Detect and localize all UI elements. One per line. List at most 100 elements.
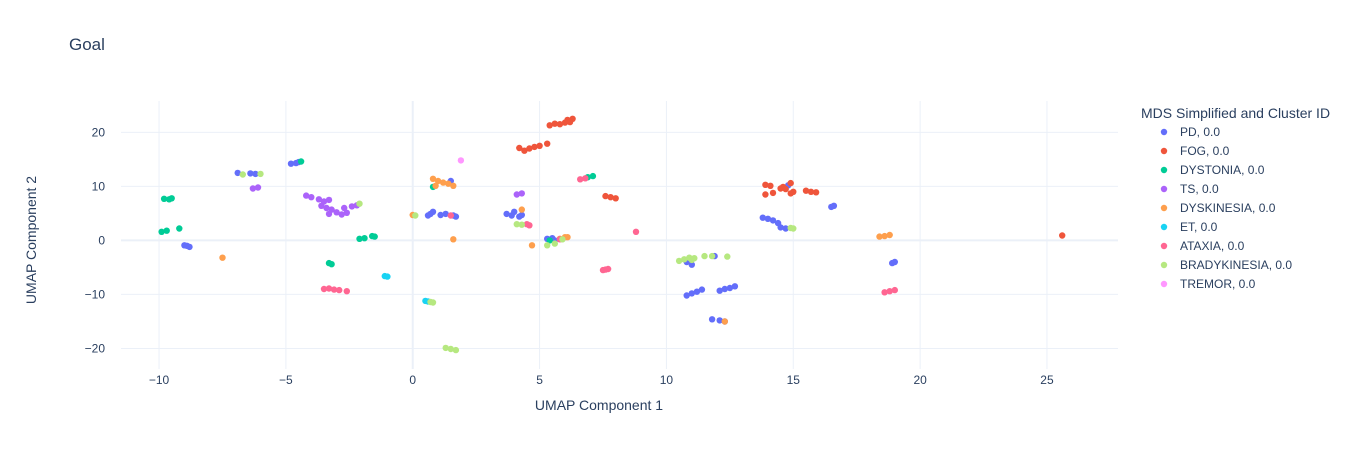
data-point bbox=[315, 196, 323, 203]
legend-label: FOG, 0.0 bbox=[1180, 144, 1230, 158]
data-point bbox=[782, 185, 789, 193]
x-tick-label: 20 bbox=[913, 373, 927, 387]
data-point bbox=[239, 171, 246, 178]
data-point bbox=[528, 242, 536, 249]
series-ataxia bbox=[320, 175, 898, 296]
legend-item[interactable]: ATAXIA, 0.0 bbox=[1160, 239, 1245, 253]
data-point bbox=[513, 191, 520, 198]
series-et bbox=[381, 272, 432, 305]
data-point bbox=[632, 228, 640, 235]
data-point bbox=[341, 204, 348, 212]
x-tick-label: −10 bbox=[149, 373, 170, 387]
data-point bbox=[371, 233, 378, 240]
data-point bbox=[503, 210, 510, 218]
legend-marker bbox=[1160, 185, 1168, 193]
x-tick-label: −5 bbox=[279, 373, 293, 387]
y-axis-title: UMAP Component 2 bbox=[23, 176, 39, 304]
data-point bbox=[384, 273, 391, 280]
data-point bbox=[767, 182, 774, 189]
legend-item[interactable]: DYSKINESIA, 0.0 bbox=[1160, 201, 1276, 215]
chart-title: Goal bbox=[69, 35, 105, 54]
legend-marker bbox=[1160, 280, 1168, 288]
legend-label: BRADYKINESIA, 0.0 bbox=[1180, 258, 1292, 272]
y-tick-label: −20 bbox=[85, 341, 106, 355]
data-point bbox=[726, 284, 734, 292]
data-point bbox=[437, 211, 444, 219]
data-point bbox=[688, 290, 695, 297]
data-point bbox=[544, 242, 551, 249]
data-point bbox=[721, 318, 728, 325]
data-point bbox=[691, 255, 698, 262]
data-point bbox=[356, 235, 363, 242]
x-tick-label: 10 bbox=[660, 373, 674, 387]
data-point bbox=[787, 179, 794, 187]
data-point bbox=[452, 213, 460, 220]
legend-label: ET, 0.0 bbox=[1180, 220, 1218, 234]
data-point bbox=[457, 157, 465, 164]
data-point bbox=[777, 224, 784, 231]
data-point bbox=[807, 188, 815, 195]
y-tick-label: 10 bbox=[92, 179, 106, 193]
data-point bbox=[891, 286, 898, 294]
data-point bbox=[450, 182, 457, 189]
data-point bbox=[247, 170, 254, 177]
data-point bbox=[675, 257, 683, 265]
x-tick-label: 15 bbox=[787, 373, 801, 387]
data-point bbox=[602, 192, 609, 200]
data-point bbox=[452, 346, 460, 354]
series-ts bbox=[249, 184, 525, 218]
legend-item[interactable]: TREMOR, 0.0 bbox=[1160, 277, 1256, 291]
legend-item[interactable]: TS, 0.0 bbox=[1160, 182, 1219, 196]
data-point bbox=[701, 252, 708, 260]
data-point bbox=[336, 286, 343, 294]
data-point bbox=[513, 221, 520, 228]
legend-item[interactable]: BRADYKINESIA, 0.0 bbox=[1160, 258, 1293, 272]
data-point bbox=[442, 210, 449, 218]
data-point bbox=[566, 118, 574, 126]
data-point bbox=[787, 190, 794, 197]
data-point bbox=[176, 225, 183, 232]
data-point bbox=[160, 195, 168, 202]
data-point bbox=[762, 191, 769, 198]
data-point bbox=[429, 299, 437, 306]
legend-label: TS, 0.0 bbox=[1180, 182, 1219, 196]
data-point bbox=[708, 252, 716, 260]
data-point bbox=[440, 179, 447, 186]
data-point bbox=[186, 243, 193, 251]
legend: MDS Simplified and Cluster ID PD, 0.0 FOG… bbox=[1141, 105, 1330, 291]
y-tick-label: 20 bbox=[92, 125, 106, 139]
legend-item[interactable]: ET, 0.0 bbox=[1160, 220, 1218, 234]
data-point bbox=[559, 236, 566, 243]
data-point bbox=[219, 254, 226, 261]
data-point bbox=[607, 194, 614, 201]
x-tick-label: 5 bbox=[536, 373, 543, 387]
data-point bbox=[234, 169, 241, 177]
data-point bbox=[546, 237, 553, 244]
data-point bbox=[891, 258, 898, 266]
data-point bbox=[320, 285, 328, 293]
legend-marker bbox=[1160, 147, 1168, 155]
data-point bbox=[688, 261, 695, 268]
legend-item[interactable]: FOG, 0.0 bbox=[1160, 144, 1230, 158]
data-point bbox=[254, 184, 262, 191]
data-point bbox=[432, 182, 439, 189]
y-tick-label: −10 bbox=[85, 287, 106, 301]
data-point bbox=[303, 192, 310, 199]
legend-marker bbox=[1160, 128, 1168, 136]
data-point bbox=[323, 204, 330, 212]
legend-marker bbox=[1160, 242, 1168, 250]
series-bradykinesia bbox=[239, 170, 797, 354]
data-point bbox=[698, 286, 706, 293]
data-point bbox=[582, 175, 589, 182]
data-point bbox=[442, 344, 449, 352]
data-point bbox=[802, 187, 810, 194]
legend-marker bbox=[1160, 223, 1168, 231]
data-point bbox=[683, 292, 690, 299]
data-point bbox=[1059, 232, 1066, 239]
data-point bbox=[526, 145, 533, 152]
legend-item[interactable]: DYSTONIA, 0.0 bbox=[1160, 163, 1265, 177]
data-point bbox=[158, 228, 165, 235]
legend-item[interactable]: PD, 0.0 bbox=[1160, 125, 1221, 139]
data-point bbox=[287, 160, 295, 167]
